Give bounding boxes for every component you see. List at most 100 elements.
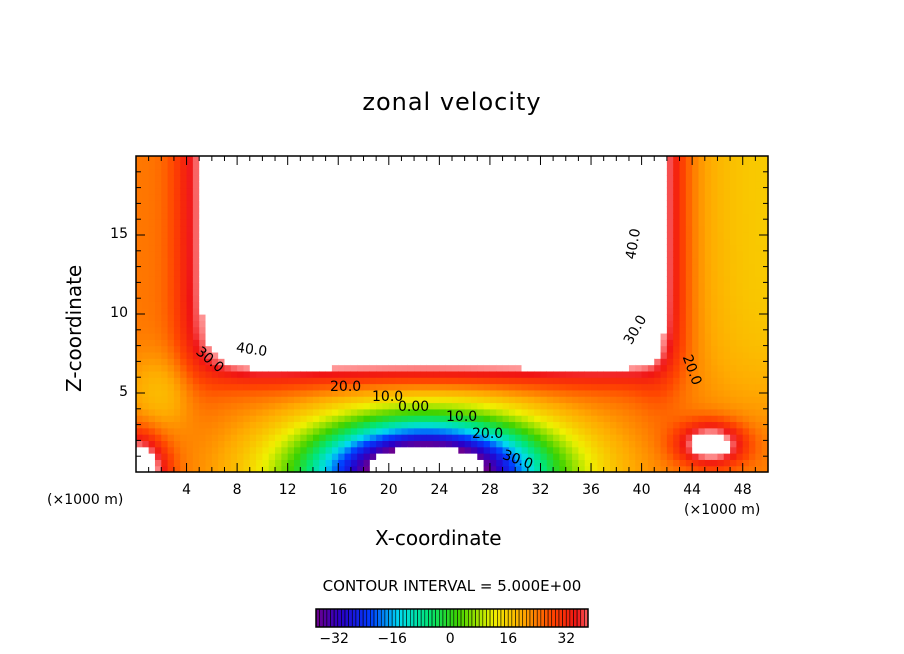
field-cell	[224, 326, 232, 334]
field-cell	[591, 206, 598, 214]
field-cell	[426, 206, 434, 214]
field-cell	[534, 402, 542, 410]
field-cell	[527, 345, 535, 353]
field-cell	[628, 427, 636, 435]
field-cell	[439, 402, 447, 410]
field-cell	[464, 453, 472, 460]
field-cell	[584, 244, 592, 252]
field-cell	[502, 345, 510, 353]
field-cell	[711, 332, 719, 340]
field-cell	[591, 276, 598, 283]
field-cell	[717, 225, 725, 233]
field-cell	[420, 219, 428, 227]
field-cell	[243, 307, 251, 315]
field-cell	[312, 358, 320, 366]
field-cell	[338, 446, 346, 454]
field-cell	[211, 257, 219, 265]
field-cell	[331, 446, 339, 454]
field-cell	[572, 295, 579, 302]
field-cell	[186, 206, 194, 214]
field-cell	[325, 257, 333, 265]
field-cell	[666, 162, 674, 170]
field-cell	[660, 459, 668, 467]
field-cell	[578, 168, 586, 176]
field-cell	[148, 345, 156, 353]
field-cell	[641, 377, 649, 385]
field-cell	[350, 193, 358, 201]
field-cell	[723, 415, 731, 423]
field-cell	[559, 339, 567, 347]
field-cell	[704, 231, 712, 239]
field-cell	[508, 225, 516, 233]
field-cell	[496, 174, 504, 182]
field-cell	[407, 408, 415, 416]
field-cell	[540, 453, 548, 460]
field-cell	[142, 465, 150, 473]
field-cell	[742, 358, 750, 366]
field-cell	[445, 453, 453, 460]
field-cell	[268, 453, 276, 460]
field-cell	[534, 269, 542, 277]
field-cell	[338, 326, 346, 334]
field-cell	[275, 231, 282, 239]
field-cell	[452, 238, 459, 246]
field-cell	[584, 427, 592, 435]
field-cell	[306, 351, 314, 359]
field-cell	[167, 282, 175, 290]
field-cell	[395, 434, 403, 441]
field-cell	[281, 396, 289, 404]
field-cell	[502, 219, 510, 227]
field-cell	[597, 408, 605, 416]
field-cell	[559, 332, 567, 340]
field-cell	[647, 231, 655, 239]
field-cell	[161, 181, 169, 189]
field-cell	[711, 408, 719, 416]
field-cell	[553, 377, 561, 385]
field-cell	[262, 231, 270, 239]
field-cell	[730, 320, 737, 328]
field-cell	[464, 219, 472, 227]
field-cell	[376, 238, 384, 246]
field-cell	[186, 377, 194, 385]
field-cell	[205, 370, 213, 378]
field-cell	[452, 396, 459, 404]
field-cell	[527, 250, 535, 258]
field-cell	[749, 465, 756, 473]
field-cell	[521, 212, 529, 220]
field-cell	[584, 307, 592, 315]
field-cell	[666, 314, 674, 321]
field-cell	[325, 238, 333, 246]
field-cell	[369, 282, 377, 290]
field-cell	[723, 446, 731, 454]
field-cell	[344, 257, 352, 265]
field-cell	[192, 244, 200, 252]
field-cell	[357, 408, 365, 416]
field-cell	[591, 314, 598, 321]
field-cell	[546, 326, 554, 334]
field-cell	[572, 339, 579, 347]
field-cell	[268, 345, 276, 353]
field-cell	[136, 427, 143, 435]
field-cell	[502, 257, 510, 265]
field-cell	[452, 364, 459, 372]
field-cell	[521, 332, 529, 340]
field-cell	[692, 320, 700, 328]
field-cell	[654, 345, 662, 353]
field-cell	[192, 421, 200, 429]
field-cell	[281, 370, 289, 378]
field-cell	[616, 377, 624, 385]
field-cell	[508, 244, 516, 252]
field-cell	[711, 440, 719, 448]
field-cell	[281, 332, 289, 340]
field-cell	[136, 332, 143, 340]
field-cell	[325, 446, 333, 454]
field-cell	[673, 225, 681, 233]
field-cell	[312, 301, 320, 309]
field-cell	[180, 427, 188, 435]
field-cell	[331, 282, 339, 290]
field-cell	[730, 257, 737, 265]
field-cell	[376, 168, 384, 176]
field-cell	[730, 446, 737, 454]
field-cell	[331, 156, 339, 163]
field-cell	[300, 238, 308, 246]
